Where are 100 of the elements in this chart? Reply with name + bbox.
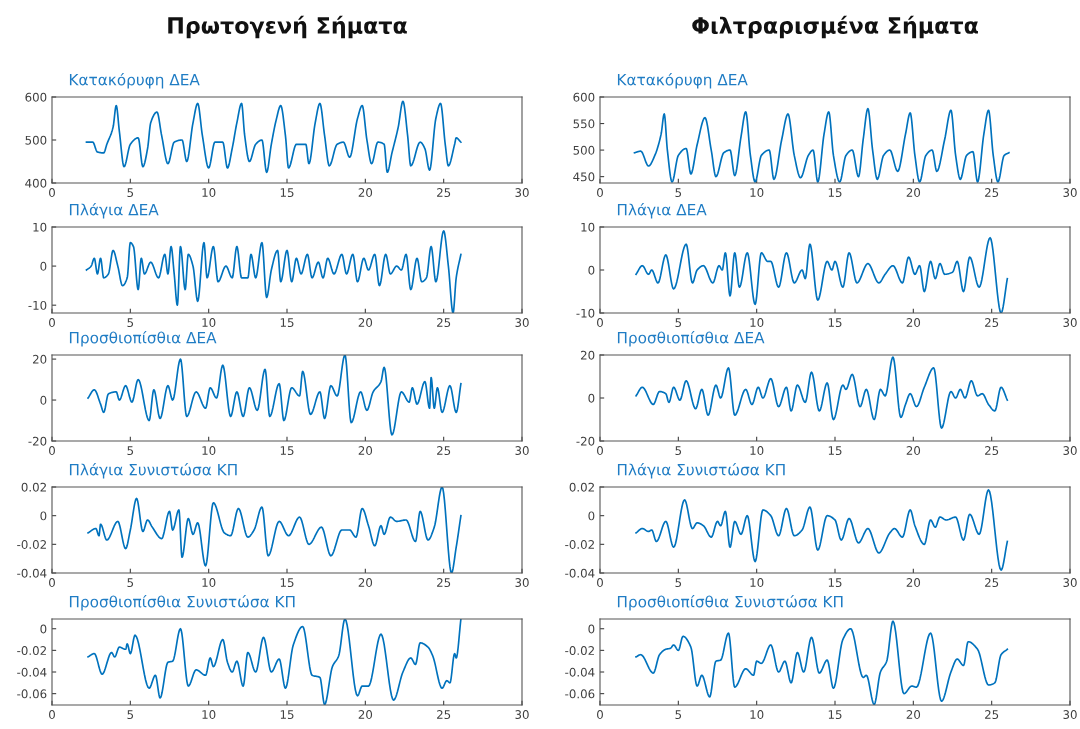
x-tick-label: 30	[515, 188, 529, 197]
y-tick-label: -0.04	[17, 667, 47, 677]
y-tick-label: 450	[573, 172, 595, 182]
x-tick-label: 15	[828, 318, 842, 327]
x-tick-label: 20	[358, 318, 373, 327]
x-tick-label: 5	[127, 710, 134, 719]
chart-subtitle: Προσθιοπίσθια ΔΕΑ	[69, 331, 217, 347]
x-tick-label: 5	[127, 446, 134, 455]
x-tick-label: 10	[750, 446, 764, 455]
x-tick-label: 10	[202, 446, 216, 455]
x-tick-label: 5	[127, 318, 134, 327]
x-tick-label: 25	[437, 710, 451, 719]
x-tick-label: 10	[750, 710, 764, 719]
x-tick-label: 5	[127, 188, 134, 197]
x-tick-label: 0	[49, 188, 55, 197]
x-tick-label: 20	[358, 578, 373, 587]
x-tick-label: 10	[750, 318, 764, 327]
y-tick-label: 600	[25, 92, 47, 102]
x-tick-label: 5	[127, 578, 134, 587]
x-tick-label: 25	[985, 188, 999, 197]
y-tick-label: 10	[581, 222, 595, 232]
x-tick-label: 15	[280, 446, 294, 455]
x-tick-label: 10	[202, 710, 216, 719]
y-tick-label: -0.04	[565, 667, 595, 677]
x-tick-label: 15	[828, 446, 842, 455]
x-tick-label: 20	[906, 710, 921, 719]
x-tick-label: 25	[437, 446, 451, 455]
x-tick-label: 0	[597, 710, 603, 719]
chart-subtitle: Πλάγια Συνιστώσα ΚΠ	[617, 463, 785, 479]
x-tick-label: 0	[597, 446, 603, 455]
y-tick-label: 500	[573, 145, 595, 155]
x-tick-label: 0	[597, 318, 603, 327]
y-tick-label: -0.02	[17, 540, 46, 549]
x-tick-label: 20	[906, 318, 921, 327]
x-tick-label: 30	[1063, 710, 1077, 719]
x-tick-label: 15	[280, 318, 294, 327]
x-tick-label: 10	[750, 578, 764, 587]
x-tick-label: 30	[1063, 446, 1077, 455]
chart-subtitle: Πλάγια Συνιστώσα ΚΠ	[69, 463, 237, 479]
y-tick-label: -0.06	[565, 689, 595, 699]
y-tick-label: 10	[33, 222, 47, 232]
y-tick-label: 0	[40, 395, 47, 405]
y-tick-label: -0.04	[565, 568, 595, 578]
y-tick-label: 20	[580, 350, 595, 360]
y-tick-label: -0.04	[17, 568, 47, 578]
y-tick-label: 0	[40, 511, 47, 521]
x-tick-label: 0	[597, 578, 603, 587]
x-tick-label: 30	[1063, 318, 1077, 327]
y-tick-label: 0	[588, 511, 595, 521]
x-tick-label: 25	[985, 318, 999, 327]
x-tick-label: 30	[515, 710, 529, 719]
x-tick-label: 5	[675, 710, 682, 719]
y-tick-label: 0.02	[569, 482, 594, 492]
chart-title: Πρωτογενή Σήματα	[168, 15, 407, 39]
chart-subtitle: Πλάγια ΔΕΑ	[69, 203, 159, 219]
y-tick-label: 0	[40, 261, 47, 271]
y-tick-label: 0	[588, 624, 595, 634]
x-tick-label: 15	[280, 710, 294, 719]
y-tick-label: 0	[40, 624, 47, 634]
y-tick-label: -10	[28, 300, 47, 310]
y-tick-label: 400	[25, 178, 47, 188]
y-tick-label: -0.02	[565, 646, 594, 656]
y-tick-label: 0	[588, 265, 595, 275]
x-tick-label: 30	[515, 318, 529, 327]
y-tick-label: -20	[576, 436, 595, 446]
x-tick-label: 15	[828, 710, 842, 719]
x-tick-label: 0	[49, 578, 55, 587]
chart-subtitle: Κατακόρυφη ΔΕΑ	[617, 73, 748, 89]
x-tick-label: 20	[358, 188, 373, 197]
x-tick-label: 15	[828, 578, 842, 587]
x-tick-label: 25	[437, 188, 451, 197]
x-tick-label: 30	[1063, 188, 1077, 197]
x-tick-label: 30	[515, 446, 529, 455]
y-tick-label: -20	[28, 436, 47, 446]
x-tick-label: 15	[828, 188, 842, 197]
x-tick-label: 0	[49, 710, 55, 719]
chart-subtitle: Κατακόρυφη ΔΕΑ	[69, 73, 200, 89]
x-tick-label: 0	[49, 446, 55, 455]
x-tick-label: 20	[358, 446, 373, 455]
x-tick-label: 10	[750, 188, 764, 197]
y-tick-label: -0.02	[565, 540, 594, 549]
x-tick-label: 20	[906, 188, 921, 197]
y-tick-label: 0	[588, 393, 595, 403]
x-tick-label: 0	[597, 188, 603, 197]
x-tick-label: 15	[280, 578, 294, 587]
y-tick-label: -0.06	[17, 689, 47, 699]
chart-title: Φιλτραρισμένα Σήματα	[692, 15, 978, 39]
x-tick-label: 5	[675, 188, 682, 197]
x-tick-label: 25	[437, 578, 451, 587]
x-tick-label: 25	[985, 578, 999, 587]
x-tick-label: 5	[675, 446, 682, 455]
x-tick-label: 25	[985, 446, 999, 455]
x-tick-label: 10	[202, 578, 216, 587]
x-tick-label: 25	[437, 318, 451, 327]
x-tick-label: 5	[675, 318, 682, 327]
y-tick-label: 500	[25, 135, 47, 145]
chart-subtitle: Προσθιοπίσθια Συνιστώσα ΚΠ	[69, 595, 295, 611]
x-tick-label: 30	[515, 578, 529, 587]
y-tick-label: -10	[576, 308, 595, 318]
x-tick-label: 20	[906, 446, 921, 455]
